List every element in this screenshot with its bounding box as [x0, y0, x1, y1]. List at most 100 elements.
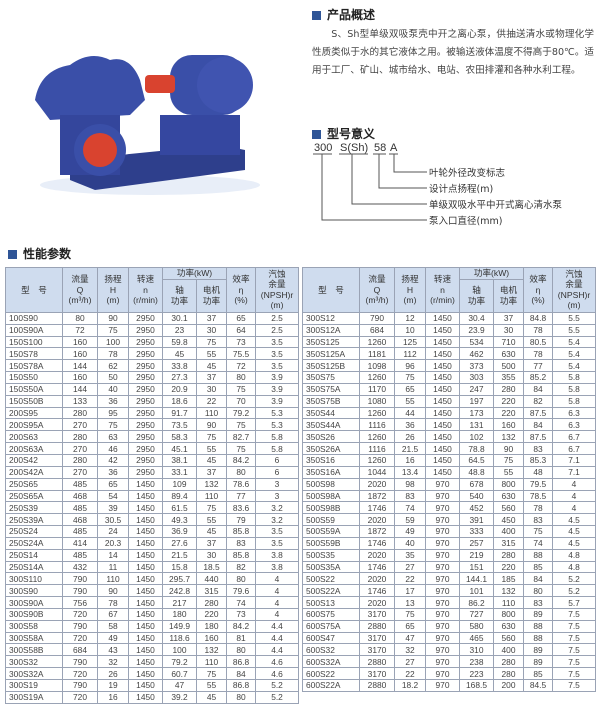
model-part-type: S(Sh)	[340, 142, 368, 154]
cell-head: 90	[97, 584, 129, 598]
table-row: 250S65 485 65 1450 109 132 78.6 3	[5, 477, 300, 491]
cell-speed: 970	[425, 643, 460, 657]
cell-flow: 3170	[359, 631, 395, 645]
cell-motor-power: 110	[195, 489, 228, 503]
cell-npsh: 3.5	[255, 536, 300, 550]
cell-shaft-power: 465	[459, 631, 494, 645]
cell-shaft-power: 333	[459, 525, 494, 538]
cell-npsh: 5.8	[255, 442, 300, 455]
cell-efficiency: 84	[226, 667, 257, 680]
cell-motor-power: 630	[492, 619, 525, 633]
cell-speed: 1450	[128, 536, 163, 550]
model-meaning-diagram: 300 S(Sh) 58 A 叶轮外径改变标志 设计点扬程(m) 单级双吸水平中…	[313, 142, 563, 227]
header-head: 扬程 H (m)	[97, 267, 129, 313]
cell-head: 27	[394, 560, 426, 574]
cell-motor-power: 132	[195, 643, 228, 657]
cell-model: 600S32A	[302, 655, 360, 669]
cell-shaft-power: 79.2	[162, 655, 197, 669]
cell-efficiency: 80	[226, 690, 257, 704]
header-power: 功率(kW)	[458, 267, 525, 280]
cell-head: 100	[97, 335, 129, 349]
cell-flow: 2880	[359, 655, 395, 669]
cell-npsh: 3.5	[255, 359, 300, 373]
cell-speed: 2950	[128, 335, 163, 349]
cell-motor-power: 200	[492, 679, 525, 692]
cell-efficiency: 83.6	[226, 501, 257, 515]
cell-speed: 1450	[128, 525, 163, 538]
cell-npsh: 5.3	[255, 406, 300, 420]
cell-shaft-power: 131	[459, 418, 494, 432]
cell-flow: 160	[62, 347, 98, 361]
cell-shaft-power: 149.9	[162, 619, 197, 633]
cell-flow: 485	[62, 525, 98, 538]
header-speed: 转速 n (r/min)	[128, 267, 163, 313]
cell-efficiency: 84	[523, 418, 554, 432]
cell-model: 200S95A	[5, 418, 63, 432]
table-row: 200S63 280 63 2950 58.3 75 82.7 5.8	[5, 430, 300, 444]
cell-speed: 970	[425, 477, 460, 491]
cell-head: 90	[97, 311, 129, 325]
cell-shaft-power: 295.7	[162, 572, 197, 586]
cell-npsh: 5.4	[552, 335, 597, 349]
cell-efficiency: 80	[226, 643, 257, 657]
cell-flow: 280	[62, 430, 98, 444]
cell-npsh: 4.5	[552, 513, 597, 527]
cell-efficiency: 85	[523, 667, 554, 680]
cell-motor-power: 45	[195, 690, 228, 704]
cell-motor-power: 75	[195, 501, 228, 515]
cell-npsh: 4.4	[255, 643, 300, 657]
cell-speed: 2950	[128, 418, 163, 432]
cell-efficiency: 74	[226, 596, 257, 609]
cell-efficiency: 77	[523, 359, 554, 373]
cell-efficiency: 75	[226, 382, 257, 396]
cell-head: 11	[97, 560, 129, 574]
cell-head: 21.5	[394, 442, 426, 455]
cell-flow: 790	[359, 311, 395, 325]
cell-flow: 1872	[359, 525, 395, 538]
cell-motor-power: 30	[195, 548, 228, 562]
cell-head: 42	[97, 453, 129, 467]
table-row: 350S75B 1080 55 1450 197 220 82 5.8	[302, 394, 597, 408]
cell-head: 65	[394, 382, 426, 396]
cell-motor-power: 75	[195, 430, 228, 444]
cell-shaft-power: 49.3	[162, 513, 197, 527]
cell-npsh: 5.8	[255, 430, 300, 444]
table-row: 600S47 3170 47 970 465 560 88 7.5	[302, 631, 597, 645]
cell-speed: 2950	[128, 465, 163, 479]
cell-model: 500S13	[302, 596, 360, 609]
cell-shaft-power: 391	[459, 513, 494, 527]
cell-head: 44	[394, 406, 426, 420]
table-row: 500S98B 1746 74 970 452 560 78 4	[302, 501, 597, 515]
cell-head: 36	[97, 465, 129, 479]
cell-efficiency: 77	[226, 489, 257, 503]
cell-head: 12	[394, 311, 426, 325]
cell-motor-power: 55	[492, 465, 525, 479]
cell-model: 350S75A	[302, 382, 360, 396]
cell-motor-power: 55	[195, 347, 228, 361]
cell-model: 100S90	[5, 311, 63, 325]
cell-npsh: 5.5	[552, 311, 597, 325]
model-meaning-heading: 型号意义	[312, 125, 375, 142]
header-npsh: 汽蚀 余量 (NPSH)r (m)	[255, 267, 300, 313]
cell-efficiency: 75	[226, 418, 257, 432]
cell-motor-power: 37	[195, 311, 228, 325]
cell-efficiency: 86.8	[226, 655, 257, 669]
cell-speed: 1450	[128, 631, 163, 645]
cell-speed: 970	[425, 513, 460, 527]
cell-motor-power: 315	[492, 536, 525, 550]
cell-motor-power: 37	[195, 536, 228, 550]
cell-shaft-power: 173	[459, 406, 494, 420]
cell-head: 112	[394, 347, 426, 361]
cell-model: 300S90B	[5, 607, 63, 621]
cell-model: 250S39	[5, 501, 63, 515]
cell-model: 300S58	[5, 619, 63, 633]
cell-npsh: 2.5	[255, 323, 300, 337]
cell-model: 300S19A	[5, 690, 63, 704]
cell-shaft-power: 39.2	[162, 690, 197, 704]
cell-model: 200S63A	[5, 442, 63, 455]
header-row: 轴功率 电机 功率	[6, 278, 299, 313]
cell-npsh: 6	[255, 453, 300, 467]
cell-npsh: 7.5	[552, 631, 597, 645]
cell-head: 50	[97, 371, 129, 384]
cell-flow: 270	[62, 442, 98, 455]
